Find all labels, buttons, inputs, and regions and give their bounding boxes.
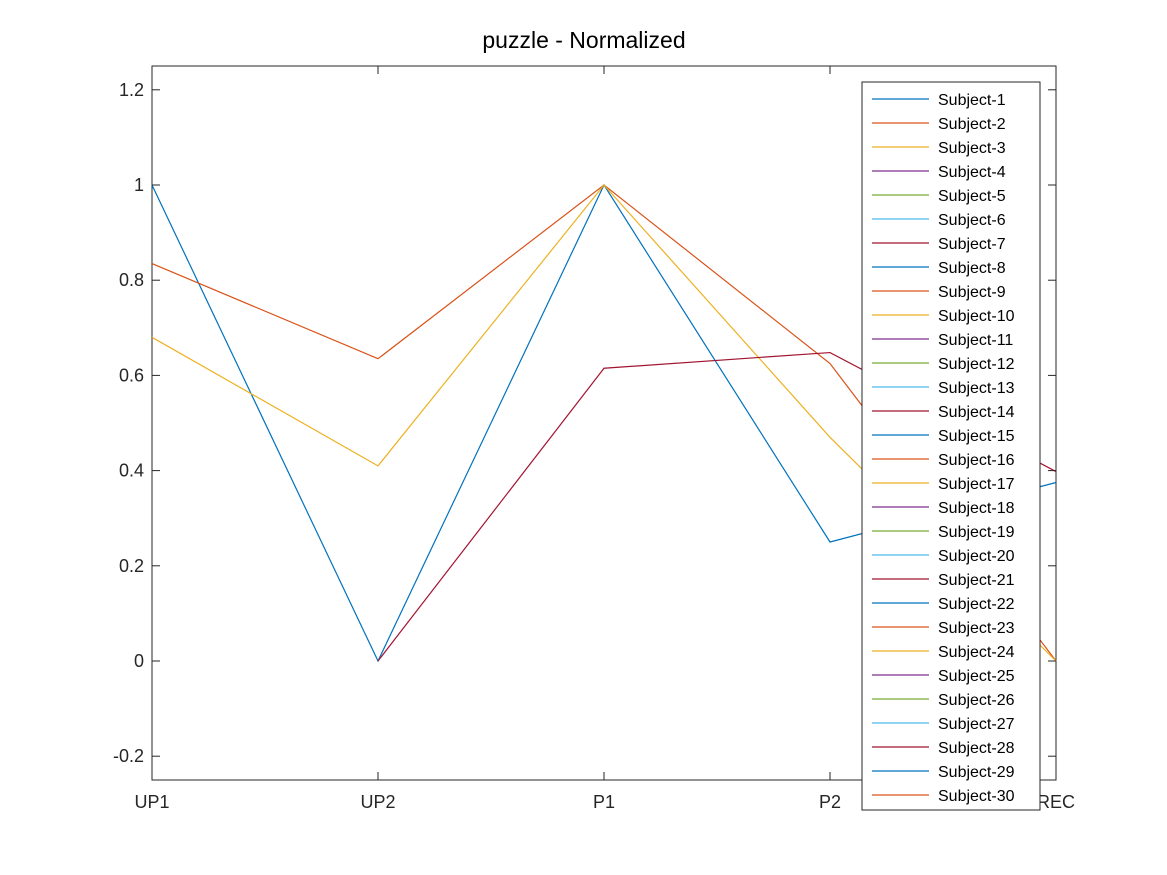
legend-entry: Subject-26 (938, 692, 1015, 709)
legend-entry: Subject-7 (938, 236, 1006, 253)
x-axis: UP1 UP2 P1 P2 REC (134, 66, 1075, 812)
legend-box (861, 81, 1041, 811)
legend-entry: Subject-12 (938, 356, 1015, 373)
y-tick-label: -0.2 (113, 746, 144, 766)
legend-entry: Subject-22 (938, 596, 1015, 613)
y-tick-label: 1 (134, 175, 144, 195)
legend-entry: Subject-23 (938, 620, 1015, 637)
legend-entry: Subject-8 (938, 260, 1006, 277)
legend-entry: Subject-18 (938, 500, 1015, 517)
legend-entry: Subject-3 (938, 140, 1006, 157)
y-tick-label: 0 (134, 651, 144, 671)
legend-entry: Subject-25 (938, 668, 1015, 685)
legend-entry: Subject-5 (938, 188, 1006, 205)
y-tick-label: 0.4 (119, 461, 144, 481)
legend-entry: Subject-19 (938, 524, 1015, 541)
legend-entry: Subject-15 (938, 428, 1015, 445)
y-tick-label: 1.2 (119, 80, 144, 100)
y-tick-label: 0.2 (119, 556, 144, 576)
y-tick-label: 0.6 (119, 365, 144, 385)
legend-entry: Subject-9 (938, 284, 1006, 301)
x-tick-label: P2 (819, 792, 841, 812)
legend-entry: Subject-16 (938, 452, 1015, 469)
legend: Subject-1 Subject-2 Subject-3 Subject-4 Subj… (861, 81, 1041, 811)
x-tick-label: REC (1037, 792, 1075, 812)
legend-entry: Subject-13 (938, 380, 1015, 397)
legend-entry: Subject-24 (938, 644, 1015, 661)
legend-entry: Subject-30 (938, 788, 1015, 805)
legend-entry: Subject-4 (938, 164, 1006, 181)
x-tick-label: UP2 (360, 792, 395, 812)
legend-entry: Subject-28 (938, 740, 1015, 757)
legend-entry: Subject-29 (938, 764, 1015, 781)
legend-entry: Subject-20 (938, 548, 1015, 565)
legend-entry: Subject-17 (938, 476, 1015, 493)
legend-entry: Subject-10 (938, 308, 1015, 325)
legend-entry: Subject-27 (938, 716, 1015, 733)
legend-entry: Subject-14 (938, 404, 1015, 421)
x-tick-label: P1 (593, 792, 615, 812)
chart-title: puzzle - Normalized (482, 27, 685, 53)
legend-entry: Subject-21 (938, 572, 1015, 589)
y-tick-label: 0.8 (119, 270, 144, 290)
legend-entry: Subject-2 (938, 116, 1006, 133)
legend-entry: Subject-11 (938, 332, 1013, 349)
x-tick-label: UP1 (134, 792, 169, 812)
legend-entry: Subject-1 (938, 92, 1006, 109)
legend-entry: Subject-6 (938, 212, 1006, 229)
y-axis: -0.2 0 0.2 0.4 0.6 0.8 1 1.2 (113, 80, 1056, 766)
